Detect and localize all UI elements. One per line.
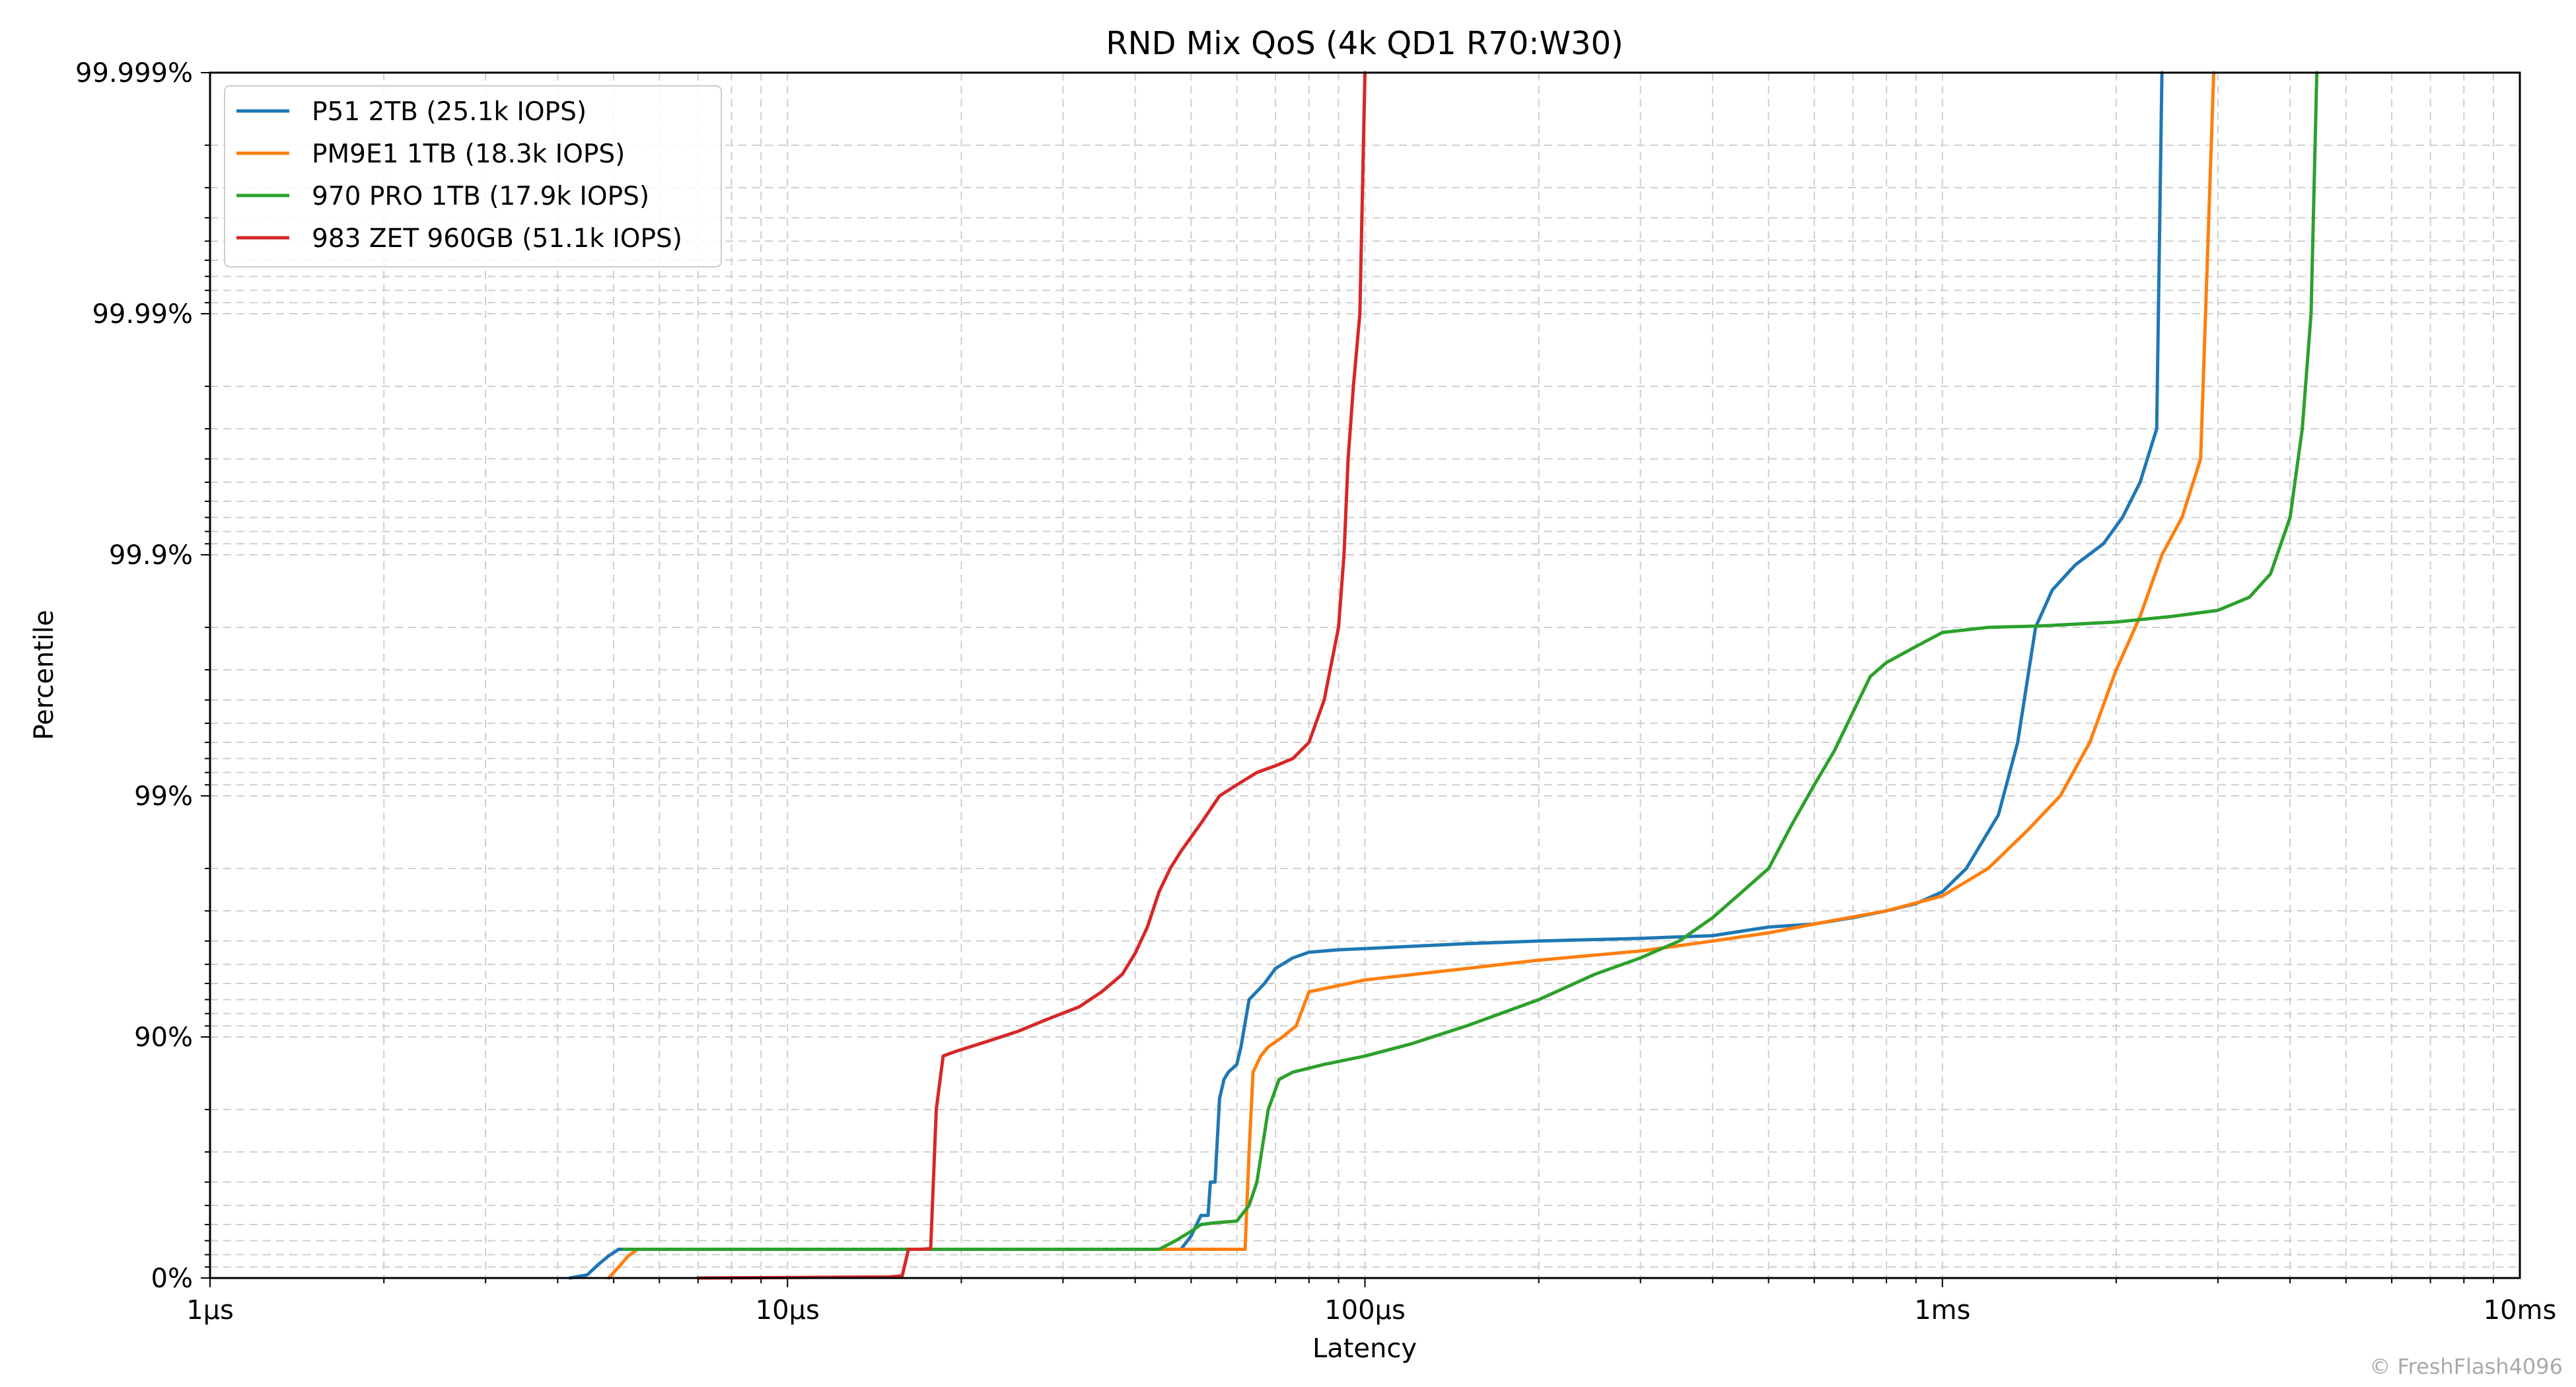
legend-label: PM9E1 1TB (18.3k IOPS) <box>312 139 625 169</box>
x-tick-label: 10µs <box>756 1295 820 1326</box>
y-axis-label: Percentile <box>29 610 59 740</box>
legend-label: 970 PRO 1TB (17.9k IOPS) <box>312 182 649 211</box>
legend-label: 983 ZET 960GB (51.1k IOPS) <box>312 224 682 254</box>
y-tick-label: 99% <box>134 781 193 812</box>
series-line-4 <box>696 71 1367 1280</box>
legend: P51 2TB (25.1k IOPS) PM9E1 1TB (18.3k IOP… <box>224 85 722 267</box>
axis-ticks: 1µs 10µs 100µs 1ms 10ms 0% 90% 99% 99.9% 99.99% 99… <box>75 58 2556 1326</box>
series-line-3 <box>622 71 2319 1251</box>
x-tick-label: 1ms <box>1914 1295 1970 1326</box>
y-tick-label: 99.99% <box>92 299 193 330</box>
series-lines <box>568 71 2319 1280</box>
chart-title: RND Mix QoS (4k QD1 R70:W30) <box>1106 25 1624 62</box>
x-tick-label: 1µs <box>186 1295 234 1326</box>
credit-text: © FreshFlash4096 <box>2369 1354 2563 1379</box>
legend-box <box>224 85 722 267</box>
y-tick-label: 99.999% <box>75 58 193 89</box>
y-tick-label: 99.9% <box>109 540 193 571</box>
y-tick-label: 90% <box>134 1022 193 1053</box>
x-axis-label: Latency <box>1312 1334 1417 1364</box>
y-tick-label: 0% <box>151 1263 193 1294</box>
grid <box>210 72 2520 1278</box>
x-tick-label: 100µs <box>1324 1295 1406 1326</box>
legend-label: P51 2TB (25.1k IOPS) <box>312 97 587 127</box>
x-tick-label: 10ms <box>2484 1295 2557 1326</box>
